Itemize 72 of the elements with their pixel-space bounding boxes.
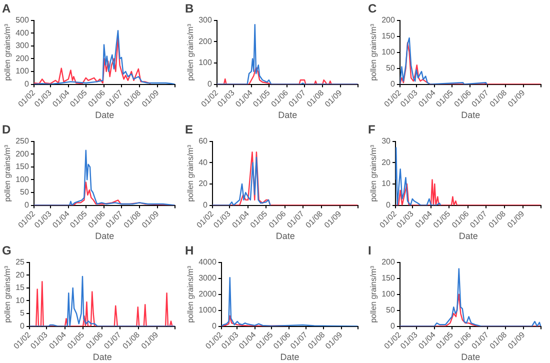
y-tick-label: 100 xyxy=(16,66,30,76)
y-tick-label: 150 xyxy=(16,162,30,172)
y-axis-title: pollen grains/m³ xyxy=(369,144,378,202)
x-axis-title: Date xyxy=(461,352,480,362)
chart-title: E xyxy=(185,122,194,137)
x-axis-title: Date xyxy=(280,352,300,362)
y-tick-label: 20 xyxy=(16,270,26,280)
y-tick-label: 0 xyxy=(207,79,212,88)
y-tick-label: 2000 xyxy=(198,290,217,299)
y-tick-label: 20 xyxy=(382,158,392,167)
y-axis-title: pollen grains/m³ xyxy=(3,266,12,323)
y-tick-label: 50 xyxy=(386,305,396,314)
chart-title: D xyxy=(2,122,11,137)
y-tick-label: 150 xyxy=(382,32,396,41)
y-tick-label: 0 xyxy=(24,200,30,210)
x-axis-title: Date xyxy=(461,110,480,120)
y-tick-label: 200 xyxy=(382,258,396,267)
y-axis-title: pollen grains/m³ xyxy=(3,144,12,202)
y-tick-label: 100 xyxy=(382,48,396,57)
y-tick-label: 25 xyxy=(16,258,26,267)
y-tick-label: 200 xyxy=(198,36,212,46)
y-tick-label: 100 xyxy=(16,174,30,184)
y-tick-label: 500 xyxy=(16,16,30,25)
y-tick-label: 0 xyxy=(212,321,217,330)
y-tick-label: 300 xyxy=(16,41,30,50)
y-tick-label: 150 xyxy=(382,274,396,283)
chart-title: B xyxy=(185,2,194,16)
y-tick-label: 100 xyxy=(198,58,212,68)
y-tick-label: 0 xyxy=(24,79,30,88)
x-axis-title: Date xyxy=(92,352,112,362)
y-tick-label: 20 xyxy=(198,179,208,188)
y-tick-label: 0 xyxy=(20,321,26,330)
y-tick-label: 300 xyxy=(198,16,212,25)
y-tick-label: 3000 xyxy=(198,274,217,283)
y-axis-title: pollen grains/m³ xyxy=(186,144,196,202)
x-axis-title: Date xyxy=(95,231,114,242)
y-tick-label: 200 xyxy=(382,16,396,25)
chart-title: C xyxy=(368,2,377,16)
y-tick-label: 50 xyxy=(20,188,30,197)
y-tick-label: 0 xyxy=(386,200,392,210)
y-tick-label: 10 xyxy=(382,179,392,188)
y-axis-title: pollen grains/m³ xyxy=(369,24,378,81)
x-axis-title: Date xyxy=(95,110,114,120)
y-tick-label: 4000 xyxy=(198,258,217,267)
y-tick-label: 1000 xyxy=(198,305,217,314)
y-tick-label: 0 xyxy=(390,79,396,88)
y-tick-label: 0 xyxy=(390,321,396,330)
y-tick-label: 250 xyxy=(16,136,30,146)
y-tick-label: 40 xyxy=(198,158,208,167)
y-tick-label: 200 xyxy=(16,149,30,158)
y-tick-label: 5 xyxy=(20,308,26,318)
y-tick-label: 10 xyxy=(16,296,26,305)
y-tick-label: 60 xyxy=(198,136,208,146)
y-axis-title: pollen grains/m³ xyxy=(186,266,196,323)
y-tick-label: 0 xyxy=(203,200,208,210)
y-tick-label: 15 xyxy=(16,283,26,292)
chart-title: F xyxy=(368,122,376,137)
y-tick-label: 400 xyxy=(16,28,30,38)
chart-title: G xyxy=(2,244,12,258)
x-axis-title: Date xyxy=(276,231,295,242)
y-tick-label: 50 xyxy=(386,63,396,72)
y-axis-title: pollen grains/m³ xyxy=(3,24,12,81)
x-axis-title: Date xyxy=(278,110,298,120)
chart-title: A xyxy=(2,2,11,16)
y-tick-label: 30 xyxy=(382,136,392,146)
y-axis-title: pollen grains/m³ xyxy=(369,266,378,323)
y-axis-title: pollen grains/m³ xyxy=(186,24,196,81)
y-tick-label: 200 xyxy=(16,54,30,63)
y-tick-label: 100 xyxy=(382,290,396,299)
chart-title: H xyxy=(185,244,194,258)
chart-title: I xyxy=(368,244,372,258)
x-axis-title: Date xyxy=(458,231,478,242)
